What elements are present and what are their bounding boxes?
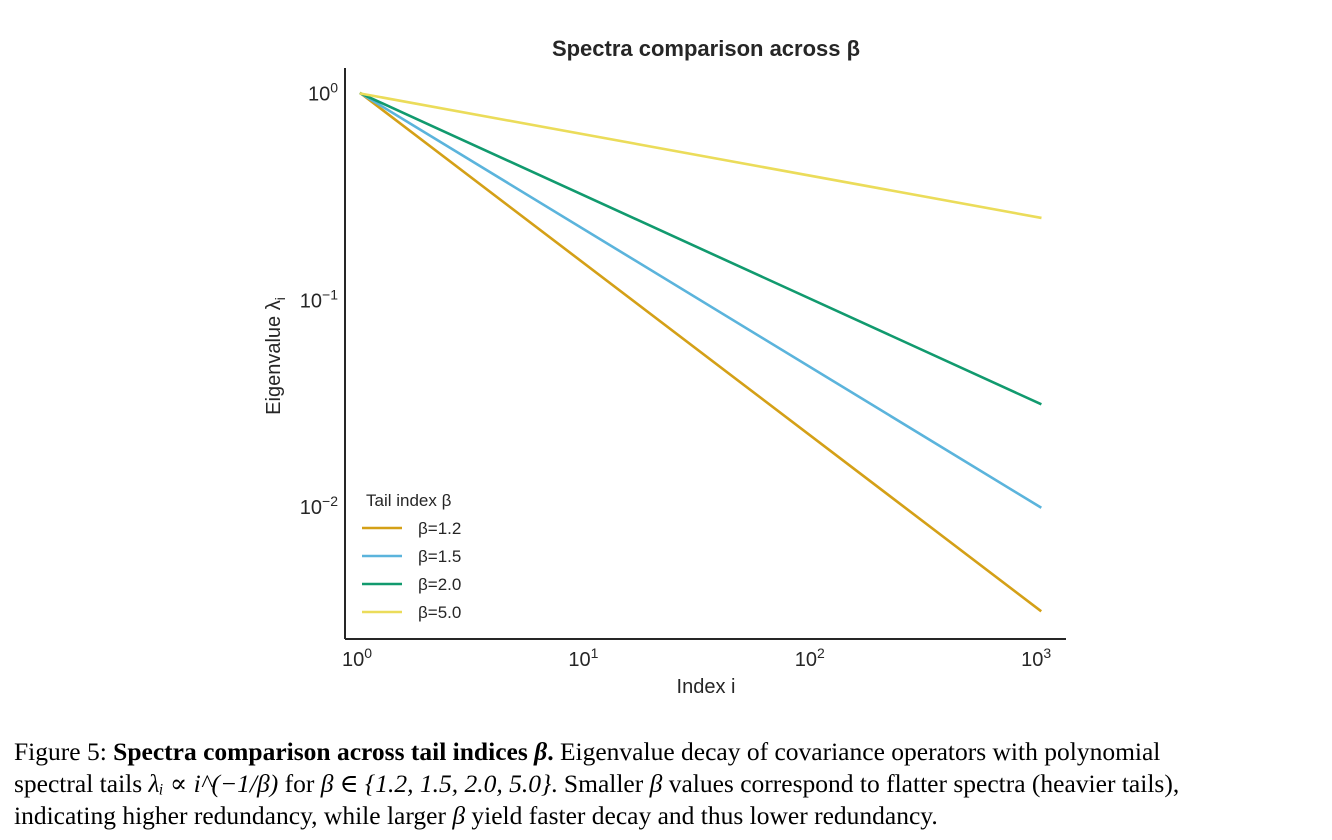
x-axis-label: Index i	[677, 676, 736, 698]
series-line---1-5	[359, 91, 1042, 509]
legend-label-1: β=1.5	[418, 547, 461, 566]
legend-label-2: β=2.0	[418, 575, 461, 594]
figure-caption: Figure 5: Spectra comparison across tail…	[14, 736, 1314, 832]
y-axis-label-sub: i	[272, 297, 288, 300]
caption-line-2: spectral tails λᵢ ∝ i^(−1/β) for β ∈ {1.…	[14, 769, 1180, 798]
y-axis-label: Eigenvalue λi	[263, 297, 288, 415]
spectra-chart: Spectra comparison across β 100 101 102 103…	[263, 36, 1066, 698]
legend-label-0: β=1.2	[418, 519, 461, 538]
caption-beta-set: β ∈ {1.2, 1.5, 2.0, 5.0}	[320, 769, 552, 798]
series-line---1-2	[359, 91, 1043, 613]
caption-title: Spectra comparison across tail indices β…	[113, 737, 554, 766]
legend-title: Tail index β	[366, 491, 452, 510]
series-lines	[359, 91, 1043, 613]
x-tick-label-1: 101	[568, 645, 598, 671]
series-line---5-0	[359, 92, 1042, 220]
x-tick-label-3: 103	[1021, 645, 1051, 671]
x-tick-label-2: 102	[795, 645, 825, 671]
caption-line-1: Figure 5: Spectra comparison across tail…	[14, 736, 1314, 768]
y-tick-label-0: 100	[308, 80, 338, 106]
legend-label-3: β=5.0	[418, 603, 461, 622]
figure: Spectra comparison across β 100 101 102 103…	[263, 36, 1066, 698]
caption-formula: λᵢ ∝ i^(−1/β)	[148, 769, 279, 798]
y-tick-label-2: 10−2	[300, 493, 338, 519]
x-tick-label-0: 100	[342, 645, 372, 671]
y-axis-label-main: Eigenvalue λ	[263, 300, 285, 415]
series-line---2-0	[359, 91, 1042, 406]
caption-line-3: indicating higher redundancy, while larg…	[14, 801, 938, 830]
y-tick-label-1: 10−1	[300, 286, 338, 312]
caption-text-1: Eigenvalue decay of covariance operators…	[559, 737, 1161, 766]
chart-title: Spectra comparison across β	[552, 36, 860, 61]
caption-label: Figure 5:	[14, 737, 107, 766]
axes: 100 101 102 103 100 10−1 10−2	[300, 68, 1066, 671]
legend: Tail index β β=1.2 β=1.5 β=2.0 β=5.0	[362, 491, 461, 622]
